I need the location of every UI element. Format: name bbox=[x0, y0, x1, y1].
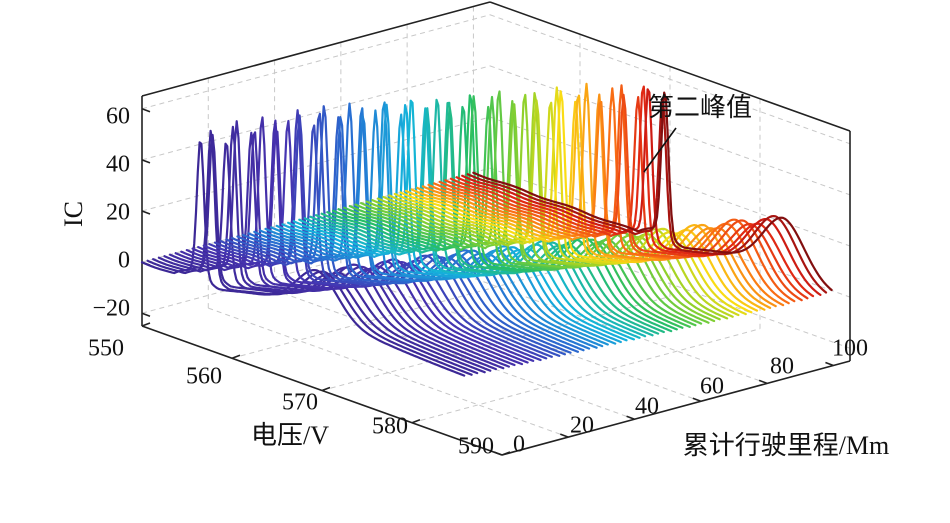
axis-box-edge bbox=[321, 386, 331, 392]
second-peak-annotation: 第二峰值 bbox=[648, 93, 752, 122]
grid-line bbox=[208, 307, 569, 438]
axis-box-edge bbox=[501, 451, 511, 456]
ic-curve-line bbox=[287, 103, 628, 342]
ic-curve-line bbox=[455, 85, 815, 298]
ic-curve-line bbox=[315, 101, 660, 335]
axes-box bbox=[141, 1, 851, 456]
axis-box-edge bbox=[758, 379, 768, 385]
grid-line bbox=[321, 296, 671, 391]
grid-line bbox=[231, 263, 581, 359]
z-tick-label: 40 bbox=[106, 152, 130, 178]
ic-curve-line bbox=[331, 94, 678, 331]
z-tick-label: 0 bbox=[118, 248, 130, 274]
x-tick-label: 570 bbox=[282, 390, 318, 416]
z-axis-label: IC bbox=[59, 201, 88, 227]
x-tick-label: 580 bbox=[372, 414, 408, 440]
axis-box-edge bbox=[560, 433, 569, 438]
axis-box-edge bbox=[141, 1, 491, 97]
x-tick-labels: 550 560 570 580 590 bbox=[88, 336, 494, 460]
ic-curve-line bbox=[264, 109, 604, 348]
y-axis-label: 累计行驶里程/Mm bbox=[683, 431, 890, 460]
z-tick-labels: 60 40 20 0 −20 bbox=[92, 104, 130, 322]
ic-curve-line bbox=[298, 107, 641, 339]
axis-box-edge bbox=[141, 210, 151, 215]
x-tick-label: 550 bbox=[88, 336, 124, 362]
axis-box-edge bbox=[411, 419, 421, 424]
x-tick-label: 590 bbox=[458, 434, 494, 460]
y-tick-label: 80 bbox=[770, 354, 794, 380]
axis-box-edge bbox=[141, 108, 151, 113]
axis-box-edge bbox=[231, 354, 241, 359]
y-tick-labels: 0 20 40 60 80 100 bbox=[513, 336, 868, 458]
ic-curve-line bbox=[393, 86, 747, 316]
ic-curves bbox=[140, 82, 833, 377]
grid-line bbox=[411, 328, 761, 424]
axis-box-edge bbox=[825, 361, 834, 367]
ic-curve-line bbox=[303, 107, 647, 338]
ic-curve-line bbox=[365, 103, 716, 323]
ic-curve-line bbox=[444, 93, 803, 302]
ic-curve-line bbox=[236, 116, 572, 354]
y-tick-label: 60 bbox=[700, 374, 724, 400]
axis-box-edge bbox=[141, 159, 151, 164]
ic-curve-line bbox=[461, 88, 822, 296]
ic-curve-line bbox=[472, 91, 833, 292]
y-tick-label: 40 bbox=[635, 394, 659, 420]
axis-box-edge bbox=[501, 360, 851, 456]
z-tick-label: 60 bbox=[106, 104, 130, 130]
annotation-leader-line bbox=[643, 127, 677, 173]
axis-box-edge bbox=[141, 322, 151, 327]
ic-curve-line bbox=[270, 101, 609, 346]
ic-curve-line bbox=[371, 93, 721, 321]
z-tick-label: 20 bbox=[106, 200, 130, 226]
axis-box-edge bbox=[626, 415, 635, 420]
y-tick-label: 0 bbox=[513, 432, 525, 458]
ic-curve-line bbox=[376, 91, 729, 320]
ic-curve-line bbox=[360, 99, 710, 324]
axis-box-edge bbox=[493, 451, 503, 456]
axis-box-edge bbox=[489, 1, 851, 132]
axis-box-edge bbox=[141, 312, 151, 317]
ic-curve-line bbox=[253, 107, 591, 350]
grid-line bbox=[274, 289, 635, 420]
ic-curve-line bbox=[140, 141, 466, 377]
ic-curve-line bbox=[348, 95, 697, 327]
x-tick-label: 560 bbox=[186, 364, 222, 390]
ic-curve-line bbox=[433, 87, 790, 305]
grid-line bbox=[141, 14, 491, 110]
grid-line bbox=[141, 65, 491, 161]
y-tick-label: 100 bbox=[832, 336, 868, 362]
ic-curve-line bbox=[354, 90, 703, 325]
ic-curve-line bbox=[438, 84, 796, 303]
z-tick-label: −20 bbox=[92, 296, 130, 322]
ic-curve-line bbox=[466, 97, 828, 294]
ic-curve-line bbox=[326, 105, 673, 333]
ic-curve-line bbox=[343, 105, 691, 328]
ic-curve-line bbox=[281, 113, 622, 344]
axis-box-edge bbox=[692, 397, 702, 403]
ic-curve-line bbox=[404, 100, 759, 312]
ic-curve-line bbox=[421, 93, 777, 308]
x-axis-label: 电压/V bbox=[251, 421, 329, 450]
y-tick-label: 20 bbox=[570, 413, 594, 439]
